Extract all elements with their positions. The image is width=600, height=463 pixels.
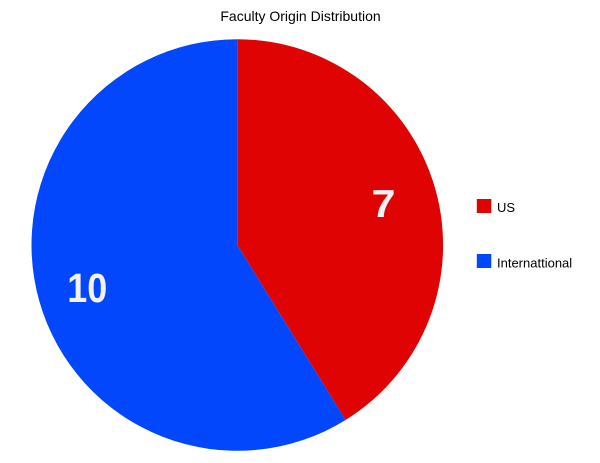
svg-text:10: 10 — [67, 265, 107, 311]
svg-text:US: US — [497, 200, 515, 215]
svg-text:Faculty Origin Distribution: Faculty Origin Distribution — [220, 8, 380, 24]
svg-text:Internattional: Internattional — [497, 255, 572, 270]
svg-text:7: 7 — [372, 183, 396, 226]
